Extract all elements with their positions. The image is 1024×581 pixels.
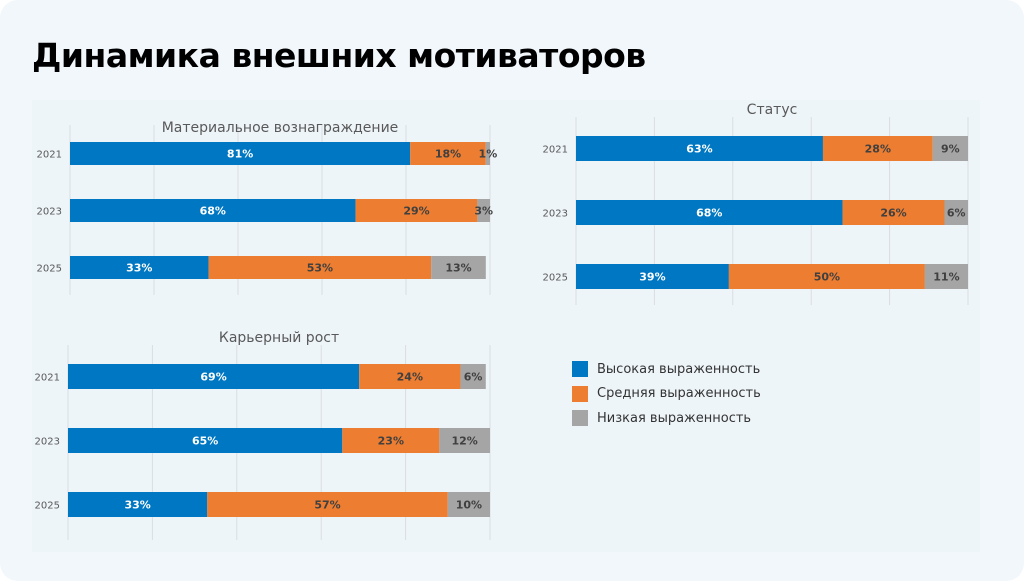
category-label: 2025 <box>35 501 60 512</box>
legend-label: Низкая выраженность <box>597 410 752 426</box>
data-label: 28% <box>865 143 891 156</box>
bar-segment <box>359 364 461 389</box>
bar-segment <box>477 199 490 222</box>
data-label: 23% <box>378 435 404 448</box>
category-label: 2025 <box>37 264 62 275</box>
legend-swatch-medium <box>572 385 588 402</box>
category-label: 2023 <box>543 209 568 220</box>
legend-item-medium: Средняя выраженность <box>572 382 761 407</box>
data-label: 81% <box>227 148 253 161</box>
bar-segment <box>439 428 490 453</box>
legend-swatch-low <box>572 410 588 427</box>
data-label: 26% <box>880 207 906 220</box>
category-label: 2021 <box>35 373 60 384</box>
chart-title: Статус <box>747 102 798 118</box>
data-label: 65% <box>192 435 218 448</box>
bar-segment <box>70 256 209 279</box>
bar-segment <box>68 364 360 389</box>
bar-segment <box>485 142 490 165</box>
bar-segment <box>431 256 486 279</box>
bar-segment <box>842 200 945 225</box>
data-label: 68% <box>696 207 722 220</box>
data-label: 24% <box>397 371 423 384</box>
bar-segment <box>410 142 486 165</box>
category-label: 2023 <box>37 207 62 218</box>
data-label: 12% <box>452 435 478 448</box>
bar-segment <box>342 428 440 453</box>
chart-title: Материальное вознаграждение <box>162 120 399 136</box>
bar-segment <box>70 199 356 222</box>
data-label: 39% <box>639 271 665 284</box>
legend-swatch-high <box>572 361 588 378</box>
data-label: 6% <box>464 371 483 384</box>
legend-label: Средняя выраженность <box>597 386 761 402</box>
chart-title: Карьерный рост <box>219 330 339 346</box>
category-label: 2023 <box>35 437 60 448</box>
data-label: 18% <box>435 148 461 161</box>
bar-segment <box>924 264 968 289</box>
data-label: 33% <box>124 499 150 512</box>
data-label: 57% <box>314 499 340 512</box>
data-label: 53% <box>307 262 333 275</box>
category-label: 2021 <box>543 145 568 156</box>
data-label: 10% <box>456 499 482 512</box>
chart-panel-right <box>520 100 980 552</box>
bar-segment <box>70 142 411 165</box>
data-label: 13% <box>445 262 471 275</box>
data-label: 9% <box>941 143 960 156</box>
chart-panel-left <box>32 100 572 552</box>
data-label: 50% <box>814 271 840 284</box>
bar-segment <box>576 264 729 289</box>
bar-segment <box>447 492 490 517</box>
data-label: 3% <box>474 205 493 218</box>
bar-segment <box>932 136 968 161</box>
legend-label: Высокая выраженность <box>597 361 761 377</box>
data-label: 69% <box>200 371 226 384</box>
category-label: 2025 <box>543 273 568 284</box>
bar-segment <box>944 200 968 225</box>
bar-segment <box>355 199 478 222</box>
legend: Высокая выраженность Средняя выраженност… <box>572 357 761 431</box>
legend-item-high: Высокая выраженность <box>572 357 761 382</box>
page-title: Динамика внешних мотиваторов <box>32 36 646 75</box>
bar-segment <box>576 200 843 225</box>
bar-segment <box>728 264 925 289</box>
bar-segment <box>822 136 933 161</box>
category-label: 2021 <box>37 150 62 161</box>
bar-segment <box>460 364 486 389</box>
bar-segment <box>576 136 823 161</box>
data-label: 33% <box>126 262 152 275</box>
data-label: 1% <box>479 148 498 161</box>
bar-segment <box>68 428 343 453</box>
legend-item-low: Низкая выраженность <box>572 406 761 431</box>
data-label: 29% <box>403 205 429 218</box>
data-label: 63% <box>686 143 712 156</box>
data-label: 68% <box>200 205 226 218</box>
bar-segment <box>207 492 448 517</box>
data-label: 6% <box>947 207 966 220</box>
bar-segment <box>208 256 432 279</box>
bar-segment <box>68 492 208 517</box>
data-label: 11% <box>933 271 959 284</box>
